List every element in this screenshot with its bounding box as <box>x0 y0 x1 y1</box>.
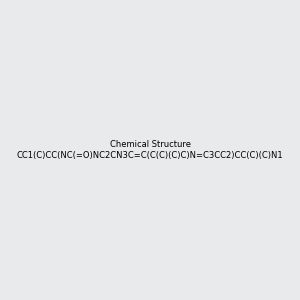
Text: Chemical Structure
CC1(C)CC(NC(=O)NC2CN3C=C(C(C)(C)C)N=C3CC2)CC(C)(C)N1: Chemical Structure CC1(C)CC(NC(=O)NC2CN3… <box>17 140 283 160</box>
